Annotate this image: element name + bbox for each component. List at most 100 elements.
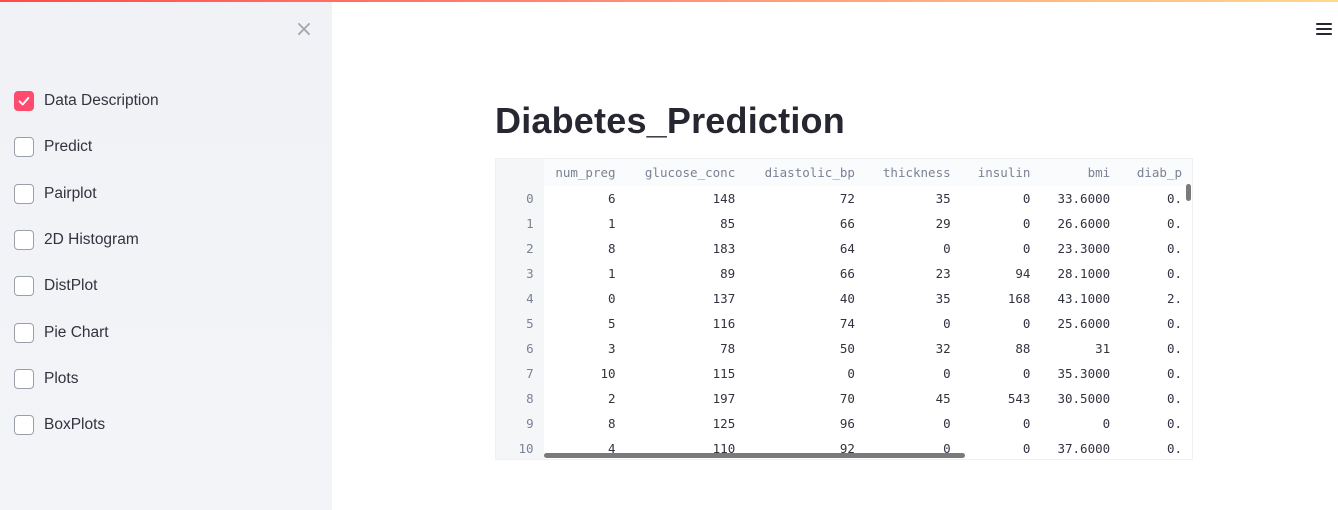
checkbox-pairplot[interactable]: Pairplot — [12, 171, 316, 217]
horizontal-scrollbar[interactable] — [544, 453, 965, 458]
table-cell: 0. — [1166, 391, 1182, 406]
table-cell: 66 — [839, 266, 855, 281]
table-cell: 3 — [608, 341, 616, 356]
table-cell: 35 — [935, 191, 951, 206]
table-cell: 2 — [608, 391, 616, 406]
column-header[interactable]: diastolic_bp — [745, 159, 865, 186]
table-row: 1 1 85 66 29 0 26.6000 0. — [496, 211, 1192, 236]
column-header[interactable]: thickness — [864, 159, 961, 186]
table-row: 4 0 137 40 35 168 43.1000 2. — [496, 286, 1192, 311]
table-cell: 23 — [935, 266, 951, 281]
column-header[interactable]: num_preg — [543, 159, 626, 186]
checkbox-checked-icon[interactable] — [14, 91, 34, 112]
checkbox-2d-histogram[interactable]: 2D Histogram — [12, 217, 316, 263]
table-cell: 0 — [943, 241, 951, 256]
checkbox-boxplots[interactable]: BoxPlots — [12, 402, 316, 448]
column-header[interactable]: insulin — [960, 159, 1041, 186]
table-cell: 148 — [712, 191, 736, 206]
checkbox-label: DistPlot — [44, 277, 98, 295]
table-cell: 10 — [600, 366, 616, 381]
row-index: 8 — [496, 386, 544, 411]
table-cell: 33.6000 — [1057, 191, 1111, 206]
checkbox-distplot[interactable]: DistPlot — [12, 263, 316, 309]
table-cell: 0. — [1166, 341, 1182, 356]
checkbox-predict[interactable]: Predict — [12, 124, 316, 170]
checkbox-label: Pairplot — [44, 184, 97, 202]
table-cell: 70 — [839, 391, 855, 406]
checkbox-list: Data Description Predict Pairplot 2D Histog… — [12, 78, 316, 448]
row-index: 9 — [496, 411, 544, 436]
vertical-scrollbar[interactable] — [1186, 184, 1191, 201]
table-cell: 115 — [712, 366, 736, 381]
table-row: 10 4 110 92 0 0 37.6000 0. — [496, 436, 1192, 459]
checkbox-unchecked-icon[interactable] — [14, 230, 34, 251]
row-index: 3 — [496, 261, 544, 286]
table-cell: 0 — [1022, 441, 1031, 456]
table-cell: 137 — [712, 291, 736, 306]
table-cell: 197 — [712, 391, 736, 406]
hamburger-icon-line — [1316, 33, 1332, 35]
table-header-row: num_preg glucose_conc diastolic_bp thicknes… — [496, 159, 1192, 186]
checkbox-plots[interactable]: Plots — [12, 356, 316, 402]
table-cell: 0. — [1166, 316, 1182, 331]
table-cell: 110 — [712, 441, 736, 456]
table-cell: 88 — [1015, 341, 1031, 356]
table-cell: 1 — [608, 216, 616, 231]
table-cell: 0 — [608, 291, 616, 306]
checkbox-label: Pie Chart — [44, 323, 109, 341]
row-index: 5 — [496, 311, 544, 336]
table-cell: 0. — [1166, 216, 1182, 231]
data-table[interactable]: num_preg glucose_conc diastolic_bp thicknes… — [495, 158, 1193, 460]
row-index: 0 — [496, 186, 544, 211]
checkbox-label: BoxPlots — [44, 416, 106, 434]
table-cell: 0 — [1022, 216, 1031, 231]
checkbox-unchecked-icon[interactable] — [14, 276, 34, 297]
table-cell: 96 — [839, 416, 855, 431]
checkbox-unchecked-icon[interactable] — [14, 415, 34, 436]
table-cell: 78 — [720, 341, 736, 356]
checkbox-data-description[interactable]: Data Description — [12, 78, 316, 124]
top-decoration-bar — [0, 0, 1338, 2]
table-cell: 26.6000 — [1057, 216, 1111, 231]
table-row: 6 3 78 50 32 88 31 0. — [496, 336, 1192, 361]
sidebar: × Data Description Predict Pairplot 2D Hist… — [0, 2, 332, 510]
table-cell: 0 — [1022, 316, 1031, 331]
table-cell: 64 — [839, 241, 855, 256]
checkbox-pie-chart[interactable]: Pie Chart — [12, 309, 316, 355]
table-row: 8 2 197 70 45 543 30.5000 0. — [496, 386, 1192, 411]
table-cell: 43.1000 — [1057, 291, 1111, 306]
main-menu-button[interactable] — [1316, 20, 1332, 36]
row-index: 2 — [496, 236, 544, 261]
checkbox-unchecked-icon[interactable] — [14, 183, 34, 204]
table-cell: 40 — [839, 291, 855, 306]
table-cell: 0. — [1166, 441, 1182, 456]
table-cell: 0. — [1166, 366, 1182, 381]
hamburger-icon-line — [1316, 28, 1332, 30]
row-index: 1 — [496, 211, 544, 236]
table-cell: 8 — [608, 241, 616, 256]
table-cell: 92 — [839, 441, 855, 456]
checkbox-unchecked-icon[interactable] — [14, 368, 34, 389]
table-cell: 28.1000 — [1057, 266, 1111, 281]
table-cell: 23.3000 — [1057, 241, 1111, 256]
table-cell: 72 — [839, 191, 855, 206]
column-header[interactable]: glucose_conc — [625, 159, 746, 186]
table-cell: 0. — [1166, 241, 1182, 256]
table-cell: 0. — [1166, 191, 1182, 206]
checkbox-unchecked-icon[interactable] — [14, 322, 34, 343]
table-cell: 94 — [1015, 266, 1031, 281]
table-cell: 31 — [1095, 341, 1111, 356]
table-cell: 0 — [847, 366, 855, 381]
column-header[interactable]: diab_p — [1120, 159, 1192, 186]
table-cell: 5 — [608, 316, 616, 331]
table-cell: 6 — [608, 191, 616, 206]
table-cell: 0 — [1022, 416, 1031, 431]
column-header[interactable]: bmi — [1040, 159, 1121, 186]
table-cell: 0 — [1102, 416, 1111, 431]
table-cell: 37.6000 — [1057, 441, 1111, 456]
table-cell: 543 — [1007, 391, 1031, 406]
table-row: 7 10 115 0 0 0 35.3000 0. — [496, 361, 1192, 386]
table-cell: 116 — [712, 316, 736, 331]
close-sidebar-button[interactable]: × — [294, 19, 314, 41]
checkbox-unchecked-icon[interactable] — [14, 137, 34, 158]
